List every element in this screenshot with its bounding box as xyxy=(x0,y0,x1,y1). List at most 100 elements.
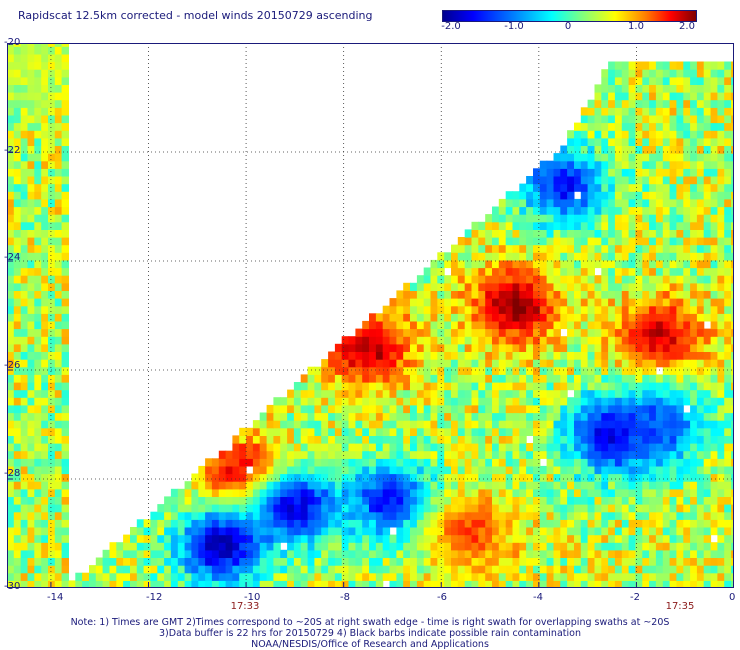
heatmap-cell xyxy=(676,99,684,108)
heatmap-cell xyxy=(396,542,404,551)
heatmap-cell xyxy=(519,465,527,475)
heatmap-cell xyxy=(717,183,725,192)
heatmap-cell xyxy=(478,244,486,253)
heatmap-cell xyxy=(41,351,49,360)
heatmap-cell xyxy=(539,244,548,253)
heatmap-cell xyxy=(348,397,356,406)
heatmap-cell xyxy=(614,527,623,536)
heatmap-cell xyxy=(300,549,309,558)
heatmap-cell xyxy=(635,565,643,574)
heatmap-cell xyxy=(444,473,452,482)
heatmap-cell xyxy=(621,443,630,452)
heatmap-cell xyxy=(218,488,227,497)
heatmap-cell xyxy=(252,458,261,467)
heatmap-cell xyxy=(20,305,29,314)
heatmap-cell xyxy=(273,519,281,528)
heatmap-cell xyxy=(437,404,445,414)
heatmap-cell xyxy=(642,557,650,566)
heatmap-cell xyxy=(273,435,281,444)
heatmap-cell xyxy=(696,549,705,558)
heatmap-cell xyxy=(416,580,425,588)
heatmap-cell xyxy=(587,519,595,528)
heatmap-cell xyxy=(683,366,691,375)
heatmap-cell xyxy=(13,382,22,391)
heatmap-cell xyxy=(614,389,623,398)
heatmap-cell xyxy=(218,542,227,551)
heatmap-cell xyxy=(457,420,466,429)
heatmap-cell xyxy=(34,336,42,345)
heatmap-cell xyxy=(512,580,520,588)
heatmap-cell xyxy=(662,275,671,284)
heatmap-cell xyxy=(580,374,589,383)
heatmap-cell xyxy=(724,313,732,322)
heatmap-cell xyxy=(676,92,684,101)
heatmap-cell xyxy=(717,130,725,139)
heatmap-cell xyxy=(362,519,370,528)
heatmap-cell xyxy=(389,313,397,322)
heatmap-cell xyxy=(628,61,636,70)
heatmap-cell xyxy=(13,412,22,421)
heatmap-cell xyxy=(731,366,734,375)
heatmap-cell xyxy=(375,450,384,459)
heatmap-cell xyxy=(198,488,206,497)
heatmap-cell xyxy=(574,343,582,352)
heatmap-cell xyxy=(512,389,520,398)
heatmap-cell xyxy=(369,443,377,452)
heatmap-cell xyxy=(457,305,466,314)
heatmap-cell xyxy=(717,557,725,566)
heatmap-cell xyxy=(41,488,49,497)
heatmap-cell xyxy=(498,473,507,482)
heatmap-cell xyxy=(341,382,350,391)
heatmap-cell xyxy=(362,420,370,429)
heatmap-cell xyxy=(560,534,568,543)
heatmap-cell xyxy=(635,153,643,162)
heatmap-cell xyxy=(287,549,295,558)
heatmap-cell xyxy=(696,313,705,322)
heatmap-cell xyxy=(676,107,684,116)
heatmap-cell xyxy=(635,389,643,398)
heatmap-cell xyxy=(703,221,712,230)
heatmap-cell xyxy=(683,389,691,398)
heatmap-cell xyxy=(416,359,425,368)
heatmap-cell xyxy=(724,557,732,566)
heatmap-cell xyxy=(396,458,404,467)
heatmap-cell xyxy=(7,534,15,543)
heatmap-cell xyxy=(580,160,589,169)
heatmap-cell xyxy=(655,168,664,177)
heatmap-cell xyxy=(334,473,343,482)
heatmap-cell xyxy=(34,412,42,421)
heatmap-cell xyxy=(539,565,548,574)
heatmap-cell xyxy=(594,458,602,467)
heatmap-cell xyxy=(485,382,493,391)
heatmap-cell xyxy=(703,481,712,490)
heatmap-cell xyxy=(717,465,725,475)
heatmap-cell xyxy=(157,549,165,558)
heatmap-cell xyxy=(328,458,336,467)
heatmap-cell xyxy=(48,99,56,108)
heatmap-cell xyxy=(7,504,15,513)
heatmap-cell xyxy=(7,320,15,330)
heatmap-cell xyxy=(48,534,56,543)
heatmap-cell xyxy=(724,267,732,276)
heatmap-cell xyxy=(444,397,452,406)
time-label-right: 17:35 xyxy=(665,601,695,612)
heatmap-cell xyxy=(731,282,734,291)
heatmap-cell xyxy=(731,252,734,261)
heatmap-cell xyxy=(526,183,534,192)
heatmap-cell xyxy=(601,534,609,543)
heatmap-cell xyxy=(334,481,343,490)
heatmap-cell xyxy=(662,282,671,291)
heatmap-cell xyxy=(635,534,643,543)
heatmap-cell xyxy=(239,542,247,551)
heatmap-cell xyxy=(669,298,677,307)
heatmap-cell xyxy=(362,404,370,414)
heatmap-cell xyxy=(334,565,343,574)
heatmap-cell xyxy=(662,176,671,185)
heatmap-cell xyxy=(170,572,179,581)
heatmap-cell xyxy=(48,572,56,581)
heatmap-cell xyxy=(280,580,288,588)
heatmap-cell xyxy=(628,153,636,162)
heatmap-cell xyxy=(102,549,110,558)
heatmap-cell xyxy=(61,435,69,444)
heatmap-cell xyxy=(567,176,575,185)
